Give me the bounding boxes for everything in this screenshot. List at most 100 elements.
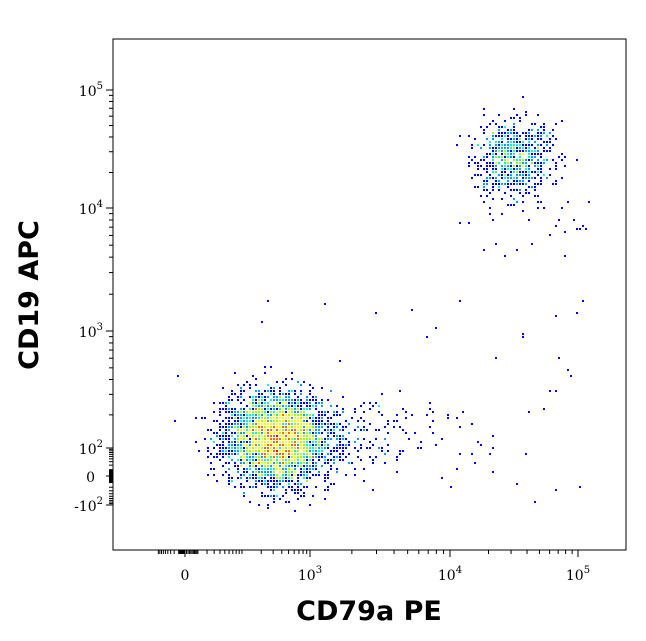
event-pixel — [252, 486, 254, 488]
event-pixel — [294, 450, 296, 452]
event-pixel — [255, 396, 257, 398]
event-pixel — [369, 456, 371, 458]
event-pixel — [264, 432, 266, 434]
event-pixel — [273, 405, 275, 407]
event-pixel — [543, 123, 545, 125]
event-pixel — [270, 456, 272, 458]
event-pixel — [474, 156, 476, 158]
event-pixel — [279, 471, 281, 473]
event-pixel — [504, 144, 506, 146]
event-pixel — [315, 408, 317, 410]
event-pixel — [510, 141, 512, 143]
event-pixel — [318, 447, 320, 449]
event-pixel — [279, 456, 281, 458]
event-pixel — [294, 426, 296, 428]
event-pixel — [318, 456, 320, 458]
event-pixel — [297, 459, 299, 461]
event-pixel — [336, 450, 338, 452]
event-pixel — [267, 300, 269, 302]
event-pixel — [321, 453, 323, 455]
event-pixel — [306, 435, 308, 437]
event-pixel — [285, 459, 287, 461]
event-pixel — [516, 150, 518, 152]
event-pixel — [255, 459, 257, 461]
event-pixel — [588, 201, 590, 203]
event-pixel — [303, 465, 305, 467]
event-pixel — [513, 141, 515, 143]
event-pixel — [282, 444, 284, 446]
event-pixel — [267, 411, 269, 413]
event-pixel — [264, 366, 266, 368]
event-pixel — [228, 441, 230, 443]
event-pixel — [528, 411, 530, 413]
event-pixel — [315, 462, 317, 464]
event-pixel — [519, 150, 521, 152]
event-pixel — [234, 432, 236, 434]
event-pixel — [294, 471, 296, 473]
event-pixel — [288, 468, 290, 470]
event-pixel — [276, 438, 278, 440]
event-pixel — [276, 474, 278, 476]
event-pixel — [519, 165, 521, 167]
event-pixel — [240, 465, 242, 467]
event-pixel — [231, 450, 233, 452]
event-pixel — [363, 429, 365, 431]
event-pixel — [321, 402, 323, 404]
event-pixel — [282, 465, 284, 467]
event-pixel — [513, 165, 515, 167]
event-pixel — [561, 159, 563, 161]
event-pixel — [315, 402, 317, 404]
event-pixel — [381, 414, 383, 416]
event-pixel — [468, 165, 470, 167]
event-pixel — [312, 459, 314, 461]
event-pixel — [240, 474, 242, 476]
event-pixel — [210, 453, 212, 455]
event-pixel — [363, 426, 365, 428]
event-pixel — [273, 426, 275, 428]
event-pixel — [291, 447, 293, 449]
event-pixel — [441, 477, 443, 479]
event-pixel — [345, 438, 347, 440]
event-pixel — [384, 462, 386, 464]
event-pixel — [252, 474, 254, 476]
event-pixel — [498, 189, 500, 191]
event-pixel — [516, 168, 518, 170]
event-pixel — [237, 429, 239, 431]
event-pixel — [258, 411, 260, 413]
event-pixel — [321, 387, 323, 389]
event-pixel — [231, 435, 233, 437]
event-pixel — [516, 159, 518, 161]
event-pixel — [270, 435, 272, 437]
event-pixel — [264, 471, 266, 473]
event-pixel — [549, 138, 551, 140]
event-pixel — [237, 453, 239, 455]
event-pixel — [294, 453, 296, 455]
event-pixel — [300, 408, 302, 410]
event-pixel — [489, 165, 491, 167]
event-pixel — [303, 402, 305, 404]
event-pixel — [249, 465, 251, 467]
event-pixel — [270, 420, 272, 422]
event-pixel — [357, 426, 359, 428]
event-pixel — [516, 147, 518, 149]
event-pixel — [513, 171, 515, 173]
event-pixel — [294, 411, 296, 413]
event-pixel — [480, 444, 482, 446]
event-pixel — [219, 408, 221, 410]
event-pixel — [228, 462, 230, 464]
event-pixel — [486, 183, 488, 185]
event-pixel — [492, 435, 494, 437]
event-pixel — [234, 393, 236, 395]
event-pixel — [459, 300, 461, 302]
event-pixel — [492, 120, 494, 122]
event-pixel — [492, 138, 494, 140]
event-pixel — [534, 183, 536, 185]
event-pixel — [306, 453, 308, 455]
event-pixel — [282, 495, 284, 497]
event-pixel — [483, 168, 485, 170]
event-pixel — [492, 165, 494, 167]
event-pixel — [264, 396, 266, 398]
event-pixel — [507, 129, 509, 131]
event-pixel — [258, 405, 260, 407]
event-pixel — [522, 333, 524, 335]
